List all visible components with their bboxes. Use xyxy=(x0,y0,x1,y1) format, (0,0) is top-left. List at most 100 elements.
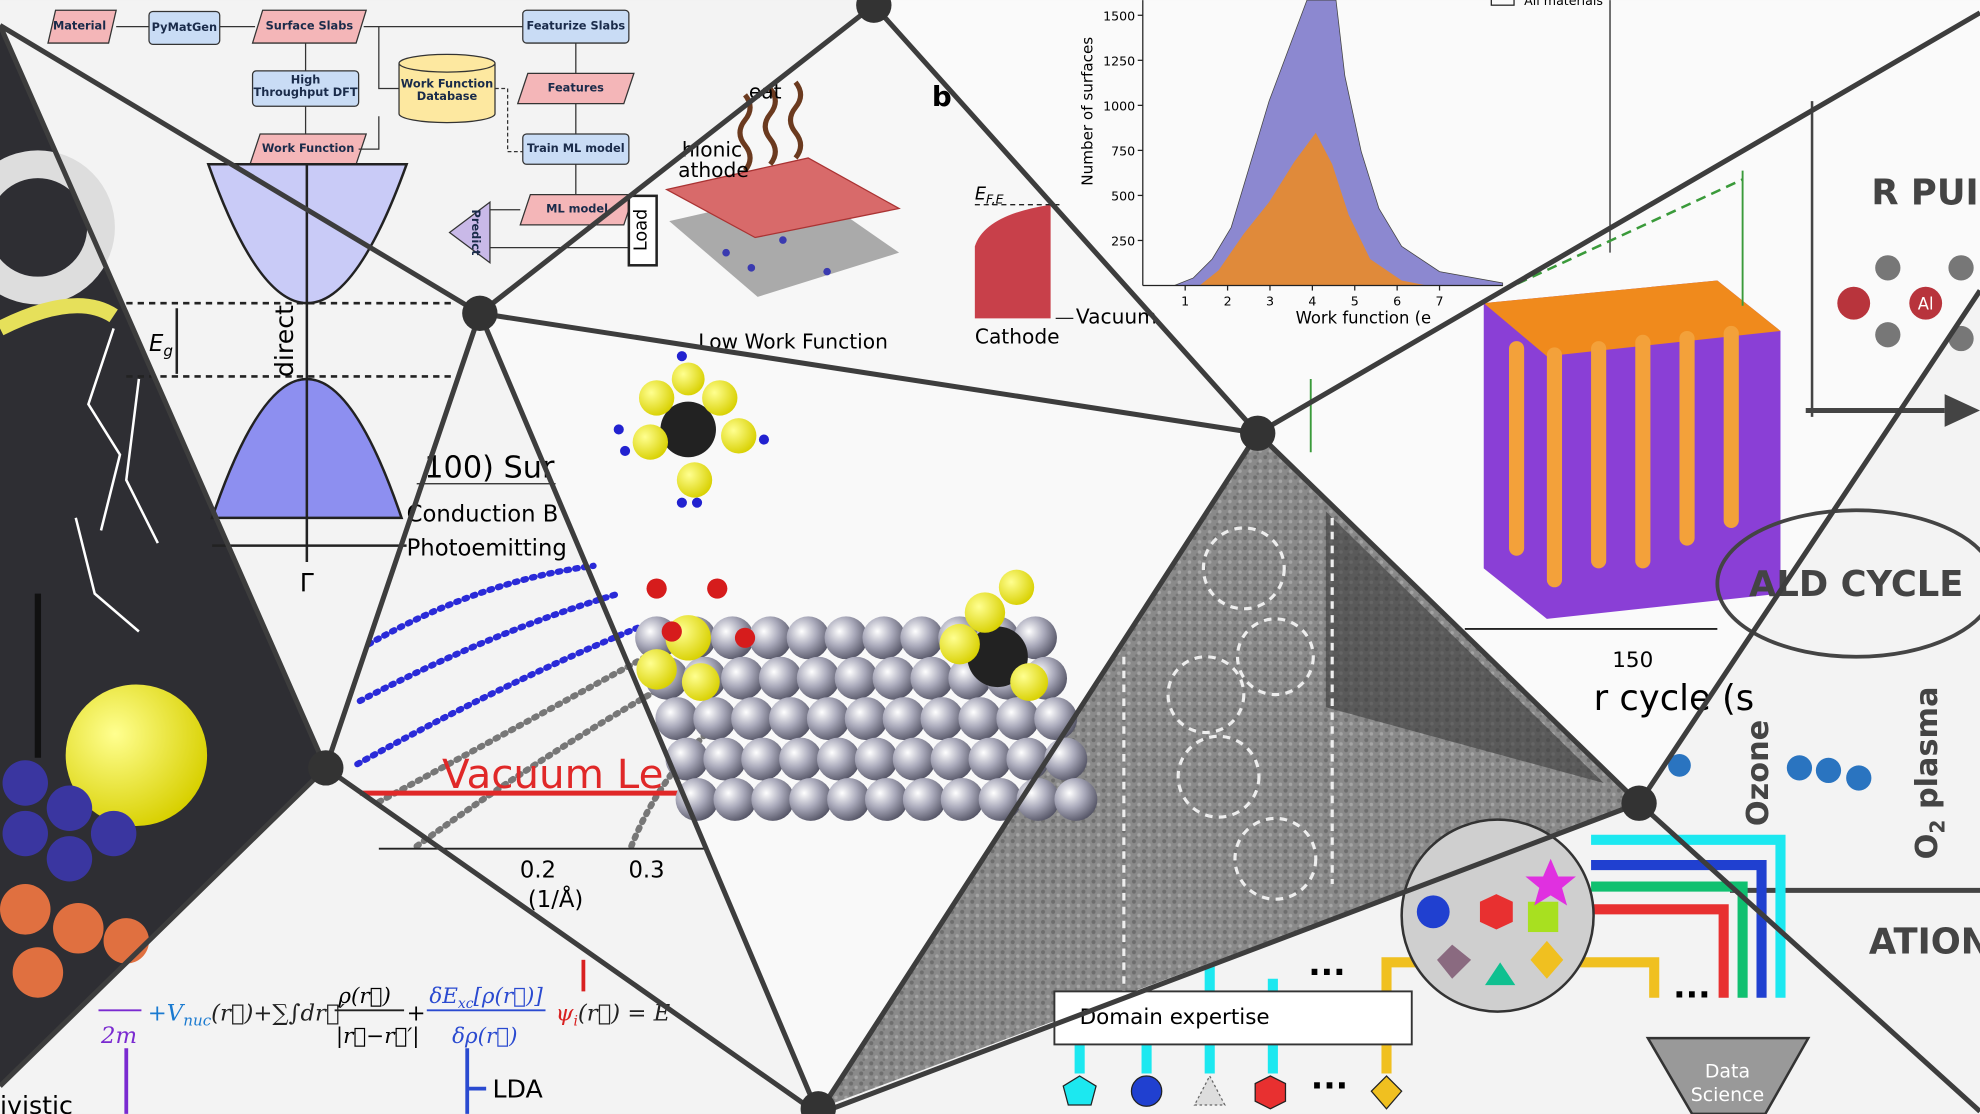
surface-atom xyxy=(1054,777,1098,821)
x-tick-label: 4 xyxy=(1308,294,1316,309)
equation-subscript: i xyxy=(573,1013,577,1029)
equation-term: + xyxy=(407,1000,426,1026)
equation-term: δExc[ρ(r⃗)] xyxy=(429,984,543,1012)
surface-atom xyxy=(665,737,709,781)
surface-atom xyxy=(748,616,792,660)
flow-node-box: Work Function Database xyxy=(400,78,494,104)
equation-subscript: xc xyxy=(458,996,474,1012)
surface-atom xyxy=(978,777,1022,821)
ozone-label: Ozone xyxy=(1741,720,1776,826)
fermi-symbol: E xyxy=(975,185,987,205)
flow-node: Work Function Database xyxy=(400,78,494,104)
dark-panel-art xyxy=(0,150,208,998)
atom-label: Al xyxy=(1918,295,1934,314)
domain-label: Domain expertise xyxy=(1080,1005,1270,1030)
cathode-art: Load eat hionic athode Low Work Function xyxy=(627,80,901,354)
surface-atom xyxy=(817,737,860,781)
surface-atom xyxy=(958,697,1002,741)
y-tick-label: 250 xyxy=(1111,234,1135,249)
surface-atom xyxy=(824,616,868,660)
energy-panel: b EF,E Cathode Vacuum xyxy=(932,80,1157,348)
equation-subscript: nuc xyxy=(183,1011,212,1029)
vacuum-level: Vacuum Le xyxy=(442,750,663,798)
x-tick-label: 1 xyxy=(1181,294,1189,309)
plot-title: 100) Sur xyxy=(424,450,555,485)
hrtem-art xyxy=(1122,517,1334,1011)
flow-node: Material xyxy=(53,19,106,33)
surface-atom xyxy=(968,737,1012,781)
ellipsis: ... xyxy=(1311,1059,1348,1097)
flow-node: Features xyxy=(548,81,604,95)
ellipsis: ... xyxy=(1308,945,1345,983)
gap-label: Eg xyxy=(149,331,173,360)
surface-atom xyxy=(693,697,737,741)
y-tick-label: 1500 xyxy=(1103,8,1135,23)
load-label: Load xyxy=(632,209,652,251)
y-tick-label: 750 xyxy=(1111,143,1135,158)
ald-panel: Al R PUI ALD CYCLE Ozone O2 plasma ATION… xyxy=(1309,101,1980,963)
surface-atom xyxy=(758,656,802,700)
equation-term: δE xyxy=(429,984,458,1009)
plasma-word: plasma xyxy=(1910,686,1945,819)
equation-term: |r⃗−r⃗′| xyxy=(336,1024,420,1049)
y-tick-label: 500 xyxy=(1111,188,1135,203)
x-tick-label: 7 xyxy=(1436,294,1444,309)
flow-node: High Throughput DFT xyxy=(253,74,358,100)
surface-atom xyxy=(920,697,964,741)
surface-atom xyxy=(769,697,812,741)
surface-atom xyxy=(655,697,699,741)
ellipsis: ... xyxy=(1673,968,1710,1006)
surface-atom xyxy=(721,656,764,700)
equation-term: +V xyxy=(148,1000,186,1026)
flowchart: Material PyMatGen Surface Slabs Featuriz… xyxy=(47,9,635,265)
x-tick-label: 150 xyxy=(1612,648,1653,673)
surface-atom xyxy=(786,616,830,660)
surface-atom xyxy=(1044,737,1088,781)
purge-label: ATION PUL xyxy=(1869,922,1980,963)
surface-atom xyxy=(806,697,850,741)
legend-entry: All materials xyxy=(1524,0,1603,8)
fermi-label: EF,E xyxy=(975,185,1004,207)
x-tick-label: 0.3 xyxy=(628,858,664,884)
x-tick-label: 2 xyxy=(1224,294,1232,309)
surface-atom xyxy=(779,737,823,781)
surface-atom xyxy=(703,737,747,781)
surface-atom xyxy=(1006,737,1050,781)
surface-atom xyxy=(864,777,908,821)
surface-atom xyxy=(900,616,944,660)
surface-atom xyxy=(741,737,785,781)
x-tick-label: 6 xyxy=(1393,294,1401,309)
ald-heading: R PUI xyxy=(1871,173,1978,214)
surface-atom xyxy=(834,656,878,700)
gap-subscript: g xyxy=(163,342,173,360)
surface-atom xyxy=(940,777,984,821)
surface-atom xyxy=(844,697,888,741)
y-axis-label: Number of surfaces xyxy=(1078,37,1096,186)
y-tick-label: 1250 xyxy=(1103,53,1135,68)
equation-term: ψ xyxy=(556,1000,574,1026)
equation-term: [ρ(r⃗)] xyxy=(474,984,544,1009)
surface-atom xyxy=(854,737,898,781)
funnel-label: Data xyxy=(1705,1060,1750,1082)
corner-label: ivistic xyxy=(0,1091,73,1114)
surface-atom xyxy=(751,777,795,821)
equation-term: δρ(r⃗) xyxy=(452,1024,517,1049)
plot-legend: Conduction B xyxy=(407,502,559,528)
surface-atom xyxy=(827,777,871,821)
transition-label: direct xyxy=(270,305,299,377)
equation-term: ρ(r⃗) xyxy=(337,984,390,1009)
flow-node: Surface Slabs xyxy=(266,19,354,33)
x-tick-label: 5 xyxy=(1351,294,1359,309)
surface-atom xyxy=(862,616,906,660)
x-axis-label: (1/Å) xyxy=(528,885,583,913)
ald-cycle: ALD CYCLE xyxy=(1749,564,1963,605)
surface-atom xyxy=(910,656,954,700)
flow-node-box: High Throughput DFT xyxy=(253,74,358,100)
flow-node: Work Function xyxy=(262,141,354,155)
band-diagram: Eg direct Γ xyxy=(126,163,455,597)
x-tick-label: 3 xyxy=(1266,294,1274,309)
equation-term: (r⃗) = E xyxy=(578,1000,671,1026)
surface-plot: 100) Sur Conduction B Photoemitting Vacu… xyxy=(354,450,711,913)
